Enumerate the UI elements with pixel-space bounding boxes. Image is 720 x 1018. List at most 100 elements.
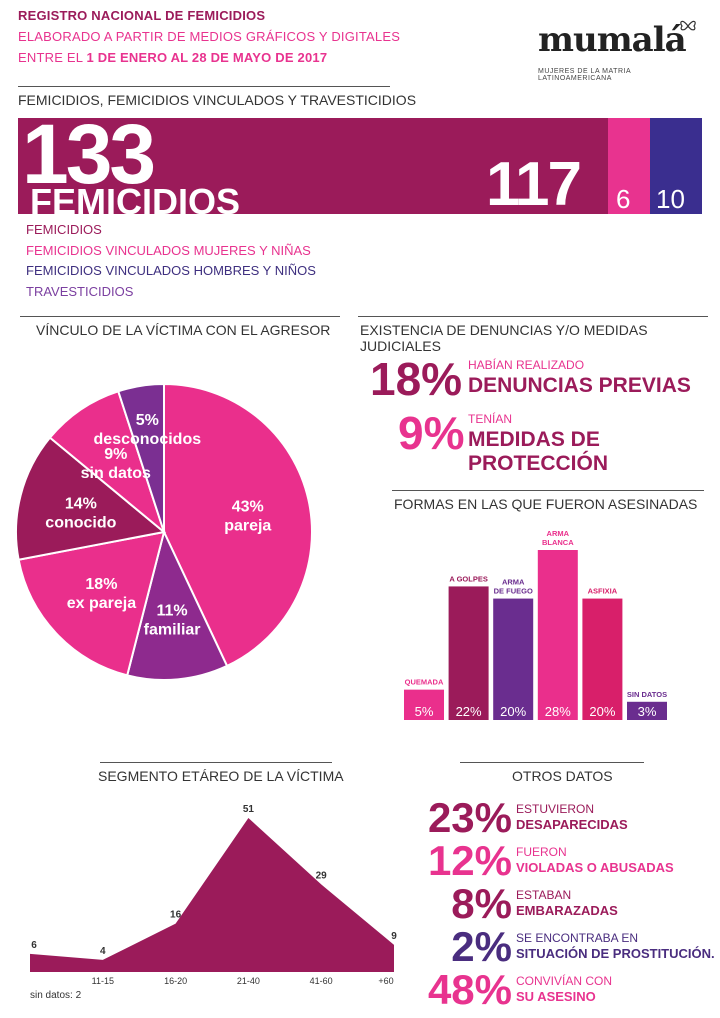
bar-category-label: QUEMADA	[405, 678, 444, 687]
otros-strong: VIOLADAS O ABUSADAS	[516, 860, 674, 875]
pie-slice-conocido	[16, 436, 167, 561]
pie-category-label: sin datos	[81, 465, 151, 482]
age-value-label: 29	[316, 870, 328, 881]
logo-tagline: MUJERES DE LA MATRIA LATINOAMERICANA	[538, 68, 631, 82]
age-value-label: 9	[391, 931, 397, 942]
pie-pct-label: 43%	[232, 498, 264, 515]
pie-category-label: pareja	[224, 517, 271, 534]
bar-arma-blanca	[537, 550, 578, 720]
logo-wordmark: mumalá	[538, 20, 687, 60]
legend-femicidios: FEMICIDIOS	[26, 222, 102, 237]
bar-arma-de-fuego	[493, 598, 534, 720]
legend-travesticidios: TRAVESTICIDIOS	[26, 283, 134, 299]
pie-category-label: conocido	[45, 515, 116, 532]
age-value-label: 51	[243, 804, 255, 815]
otros-small: ESTUVIERON	[516, 802, 595, 816]
vinculo-pie-chart: 43% pareja 11% familiar 18% ex pareja 14% conoc…	[16, 382, 313, 681]
bar-category-label: DE FUEGO	[494, 587, 533, 596]
age-category-label: +60	[378, 976, 393, 986]
age-category-label: 11-15	[92, 976, 114, 986]
femicidios-count: 117	[486, 150, 582, 219]
otros-item: 48% CONVIVÍAN CON SU ASESINO	[420, 968, 720, 1011]
vinculados-hombres-count: 10	[656, 184, 685, 214]
age-value-label: 6	[31, 940, 37, 951]
period-dates: 1 DE ENERO AL 28 DE MAYO DE 2017	[86, 50, 328, 65]
otros-small: ESTABAN	[516, 888, 572, 902]
femicidios-bar	[18, 118, 608, 214]
total-count: 133	[22, 107, 156, 201]
denuncias-title: EXISTENCIA DE DENUNCIAS Y/O MEDIDAS JUDI…	[360, 322, 648, 354]
bar-asfixia	[582, 598, 623, 720]
report-title: REGISTRO NACIONAL DE FEMICIDIOS	[18, 8, 266, 23]
age-category-label: 16-20	[164, 976, 187, 986]
age-value-label: 4	[100, 946, 106, 957]
otros-small: FUERON	[516, 845, 567, 859]
sin-datos-note: sin datos: 2	[30, 990, 82, 1001]
otros-item: 23% ESTUVIERON DESAPARECIDAS	[420, 796, 720, 839]
edad-area-chart: 6 0-10 años 4 11-15 16 16-20 51 21-40 29 41-60 9 +6…	[28, 804, 397, 986]
bar-sin-datos	[627, 701, 667, 720]
bar-category-label: BLANCA	[542, 538, 574, 547]
bar-value-label: 28%	[545, 704, 571, 719]
otros-small: SE ENCONTRABA EN	[516, 931, 639, 945]
age-category-label: 21-40	[237, 976, 260, 986]
medidas-small: TENÍAN	[468, 412, 513, 426]
bar-category-label: SIN DATOS	[627, 690, 667, 699]
age-category-label: 41-60	[310, 976, 333, 986]
otros-pct: 2%	[451, 923, 512, 970]
report-subtitle: ELABORADO A PARTIR DE MEDIOS GRÁFICOS Y …	[18, 29, 401, 44]
pie-slice-familiar	[125, 529, 229, 681]
total-label: FEMICIDIOS	[30, 181, 241, 222]
bar-value-label: 5%	[415, 704, 434, 719]
pie-pct-label: 14%	[65, 496, 97, 513]
report-period: ENTRE EL 1 DE ENERO AL 28 DE MAYO DE 201…	[18, 50, 327, 65]
period-prefix: ENTRE EL	[18, 50, 87, 65]
pie-category-label: ex pareja	[67, 595, 136, 612]
denuncias-pct: 18%	[370, 353, 463, 405]
otros-pct: 8%	[451, 880, 512, 927]
otros-pct: 48%	[427, 966, 512, 1013]
vinculados-mujeres-bar	[608, 118, 650, 214]
otros-small: CONVIVÍAN CON	[516, 974, 613, 988]
pie-pct-label: 11%	[157, 602, 188, 619]
totals-title: FEMICIDIOS, FEMICIDIOS VINCULADOS Y TRAV…	[18, 92, 417, 108]
denuncias-small: HABÍAN REALIZADO	[468, 358, 585, 372]
legend-vinculados-hombres: FEMICIDIOS VINCULADOS HOMBRES Y NIÑOS	[26, 263, 316, 278]
otros-item: 8% ESTABAN EMBARAZADAS	[420, 882, 720, 925]
otros-title: OTROS DATOS	[512, 768, 613, 784]
otros-strong: DESAPARECIDAS	[516, 817, 628, 832]
butterfly-icon	[680, 20, 696, 31]
bar-a-golpes	[448, 586, 489, 720]
edad-title: SEGMENTO ETÁREO DE LA VÍCTIMA	[98, 768, 344, 784]
bar-value-label: 20%	[500, 704, 526, 719]
bar-quemada	[404, 689, 444, 720]
pie-category-label: desconocidos	[94, 431, 202, 448]
otros-pct: 23%	[427, 794, 512, 841]
denuncias-strong: DENUNCIAS PREVIAS	[468, 374, 691, 397]
totals-legend: FEMICIDIOS FEMICIDIOS VINCULADOS MUJERES…	[26, 220, 316, 302]
medidas-strong: MEDIDAS DE PROTECCIÓN	[468, 428, 609, 475]
bar-category-label: ARMA	[502, 578, 525, 587]
bar-value-label: 3%	[638, 704, 657, 719]
pie-category-label: familiar	[144, 621, 201, 638]
bar-category-label: ARMA	[547, 529, 570, 538]
bar-value-label: 20%	[589, 704, 615, 719]
age-area	[30, 818, 394, 972]
vinculados-mujeres-count: 6	[616, 184, 631, 214]
age-category-label: 0-10 años	[28, 976, 69, 986]
pie-slice-desconocidos	[117, 382, 165, 533]
otros-strong: SITUACIÓN DE PROSTITUCIÓN.	[516, 946, 715, 961]
formas-title: FORMAS EN LAS QUE FUERON ASESINADAS	[394, 496, 698, 512]
pie-pct-label: 18%	[85, 576, 117, 593]
pie-pct-label: 5%	[136, 412, 159, 429]
legend-vinculados-mujeres: FEMICIDIOS VINCULADOS MUJERES Y NIÑAS	[26, 242, 311, 258]
otros-strong: EMBARAZADAS	[516, 903, 618, 918]
vinculo-title: VÍNCULO DE LA VÍCTIMA CON EL AGRESOR	[36, 322, 331, 338]
bar-value-label: 22%	[456, 704, 482, 719]
pie-pct-label: 9%	[104, 446, 127, 463]
otros-item: 12% FUERON VIOLADAS O ABUSADAS	[420, 839, 720, 882]
age-value-label: 16	[170, 910, 182, 921]
otros-pct: 12%	[427, 837, 512, 884]
pie-slice-pareja	[163, 382, 313, 668]
vinculados-hombres-bar	[650, 118, 702, 214]
